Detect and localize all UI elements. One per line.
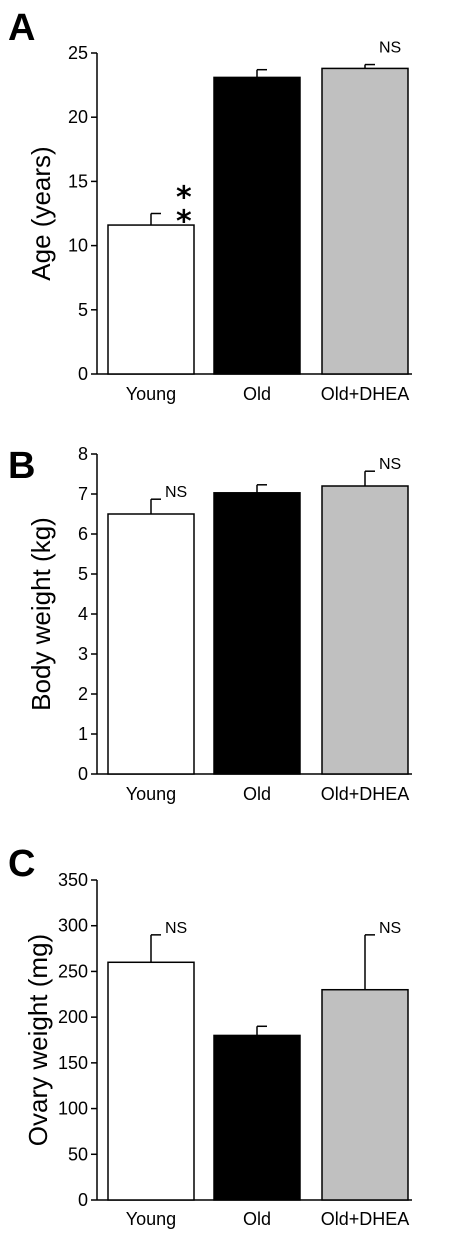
- category-label-C: Old: [243, 1209, 271, 1229]
- y-tick-label-A: 10: [68, 236, 88, 256]
- y-tick-label-C: 250: [58, 961, 88, 981]
- category-label-A: Old: [243, 384, 271, 404]
- y-axis-title-C: Ovary weight (mg): [23, 934, 53, 1146]
- ns-label-B: NS: [165, 484, 187, 501]
- bar-B-old-dhea: [321, 485, 409, 775]
- y-tick-label-C: 150: [58, 1053, 88, 1073]
- bar-A-old-dhea: [321, 67, 409, 375]
- y-tick-label-B: 8: [78, 444, 88, 464]
- ns-label-B: NS: [379, 456, 401, 473]
- y-tick-label-A: 5: [78, 300, 88, 320]
- bar-A-young: [107, 224, 195, 375]
- y-tick-label-C: 200: [58, 1007, 88, 1027]
- y-tick-label-B: 6: [78, 524, 88, 544]
- y-axis-title-B: Body weight (kg): [26, 517, 56, 711]
- category-label-A: Young: [126, 384, 176, 404]
- y-axis-title-A: Age (years): [26, 146, 56, 280]
- bar-B-young: [107, 513, 195, 775]
- y-tick-label-C: 100: [58, 1099, 88, 1119]
- y-tick-label-C: 350: [58, 870, 88, 890]
- panel-letter-B: B: [8, 445, 35, 487]
- significance-star-A: *: [176, 181, 192, 216]
- bar-B-old: [213, 492, 301, 775]
- y-tick-label-B: 2: [78, 684, 88, 704]
- y-tick-label-C: 0: [78, 1190, 88, 1210]
- panel-letter-A: A: [8, 7, 35, 49]
- bar-C-old-dhea: [321, 988, 409, 1201]
- bar-A-old: [213, 76, 301, 375]
- y-tick-label-A: 0: [78, 364, 88, 384]
- y-tick-label-B: 1: [78, 724, 88, 744]
- y-tick-label-B: 7: [78, 484, 88, 504]
- category-label-A: Old+DHEA: [321, 384, 410, 404]
- category-label-B: Old: [243, 784, 271, 804]
- y-tick-label-B: 4: [78, 604, 88, 624]
- category-label-B: Old+DHEA: [321, 784, 410, 804]
- y-tick-label-A: 25: [68, 43, 88, 63]
- y-tick-label-C: 50: [68, 1144, 88, 1164]
- bar-C-young: [107, 961, 195, 1201]
- y-tick-label-B: 5: [78, 564, 88, 584]
- category-label-C: Young: [126, 1209, 176, 1229]
- ns-label-A: NS: [379, 40, 401, 57]
- y-tick-label-A: 20: [68, 107, 88, 127]
- y-tick-label-A: 15: [68, 171, 88, 191]
- ns-label-C: NS: [379, 920, 401, 937]
- bar-C-old: [213, 1034, 301, 1201]
- y-tick-label-B: 0: [78, 764, 88, 784]
- ns-label-C: NS: [165, 920, 187, 937]
- category-label-B: Young: [126, 784, 176, 804]
- panel-letter-C: C: [8, 843, 35, 885]
- y-tick-label-C: 300: [58, 916, 88, 936]
- y-tick-label-B: 3: [78, 644, 88, 664]
- category-label-C: Old+DHEA: [321, 1209, 410, 1229]
- significance-star-A: *: [176, 205, 192, 240]
